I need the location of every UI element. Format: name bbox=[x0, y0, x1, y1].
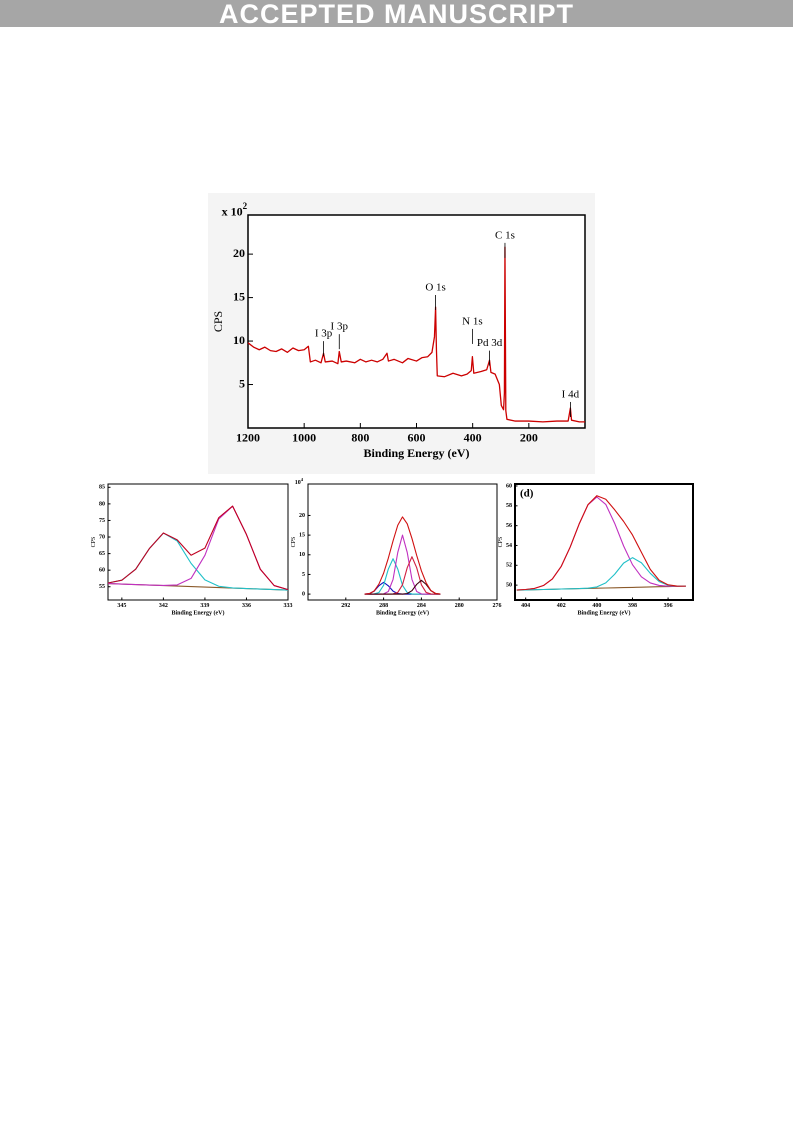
plot-area bbox=[514, 483, 694, 601]
plot-area bbox=[107, 483, 289, 601]
y-tick-label: 56 bbox=[506, 523, 512, 529]
y-tick-label: 58 bbox=[506, 503, 512, 509]
spectrum-line bbox=[364, 516, 441, 595]
x-tick-label: 339 bbox=[200, 603, 209, 609]
x-tick-label: 400 bbox=[464, 431, 482, 445]
peak-label: C 1s bbox=[495, 229, 515, 241]
spectrum-line bbox=[107, 505, 289, 591]
x-tick-label: 400 bbox=[592, 603, 601, 609]
y-tick-label: 15 bbox=[233, 289, 245, 303]
multiplier-base: x 10 bbox=[222, 204, 243, 218]
y-axis-title: CPS bbox=[91, 537, 97, 548]
x-tick-label: 398 bbox=[628, 603, 637, 609]
plot-area bbox=[307, 483, 498, 601]
y-tick-label: 60 bbox=[99, 568, 105, 574]
x-axis-title: Binding Energy (eV) bbox=[577, 610, 630, 617]
x-tick-label: 800 bbox=[351, 431, 369, 445]
x-tick-label: 276 bbox=[493, 603, 502, 609]
y-tick-label: 54 bbox=[506, 543, 512, 549]
x-tick-label: 404 bbox=[521, 603, 530, 609]
spectrum-line bbox=[516, 495, 686, 591]
y-axis-title: CPS bbox=[498, 537, 504, 548]
x-tick-label: 342 bbox=[159, 603, 168, 609]
y-tick-label: 55 bbox=[99, 584, 105, 590]
y-multiplier: 104 bbox=[295, 477, 304, 486]
y-tick-label: 85 bbox=[99, 485, 105, 491]
peak-label: I 3p bbox=[331, 321, 349, 333]
x-tick-label: 333 bbox=[284, 603, 293, 609]
peak-label: N 1s bbox=[462, 315, 482, 327]
plot-area bbox=[247, 214, 586, 429]
y-tick-label: 15 bbox=[299, 532, 305, 538]
y-tick-label: 70 bbox=[99, 534, 105, 540]
y-tick-label: 5 bbox=[302, 572, 305, 578]
x-tick-label: 1000 bbox=[292, 431, 316, 445]
spectrum-line bbox=[247, 246, 585, 423]
y-tick-label: 60 bbox=[506, 483, 512, 489]
banner: ACCEPTED MANUSCRIPT bbox=[0, 0, 793, 29]
x-tick-label: 1200 bbox=[236, 431, 260, 445]
y-tick-label: 52 bbox=[506, 563, 512, 569]
x-tick-label: 345 bbox=[117, 603, 126, 609]
peak-label: O 1s bbox=[425, 282, 445, 294]
y-multiplier: x 102 bbox=[222, 201, 248, 218]
y-tick-label: 65 bbox=[99, 551, 105, 557]
x-tick-label: 600 bbox=[408, 431, 426, 445]
y-tick-label: 75 bbox=[99, 518, 105, 524]
y-tick-label: 20 bbox=[299, 513, 305, 519]
x-axis-title: Binding Energy (eV) bbox=[363, 446, 469, 460]
banner-text: ACCEPTED MANUSCRIPT bbox=[218, 0, 574, 29]
peak-label: I 3p bbox=[315, 328, 333, 340]
y-tick-label: 80 bbox=[99, 501, 105, 507]
y-tick-label: 0 bbox=[302, 591, 305, 597]
x-tick-label: 402 bbox=[557, 603, 566, 609]
peak-label: Pd 3d bbox=[477, 337, 503, 349]
spectrum-line bbox=[364, 579, 441, 595]
y-tick-label: 10 bbox=[233, 333, 245, 347]
x-tick-label: 288 bbox=[379, 603, 388, 609]
panel-label: (d) bbox=[520, 488, 534, 500]
x-tick-label: 396 bbox=[664, 603, 673, 609]
x-tick-label: 292 bbox=[341, 603, 350, 609]
y-tick-label: 50 bbox=[506, 583, 512, 589]
y-tick-label: 10 bbox=[299, 552, 305, 558]
peak-label: I 4d bbox=[562, 388, 580, 400]
x-tick-label: 336 bbox=[242, 603, 251, 609]
multiplier-exponent: 4 bbox=[301, 477, 304, 482]
x-tick-label: 284 bbox=[417, 603, 426, 609]
y-tick-label: 5 bbox=[239, 376, 245, 390]
x-tick-label: 200 bbox=[520, 431, 538, 445]
multiplier-base: 10 bbox=[295, 480, 301, 486]
spectrum-line bbox=[516, 557, 686, 591]
x-tick-label: 280 bbox=[455, 603, 464, 609]
multiplier-exponent: 2 bbox=[243, 201, 248, 211]
x-axis-title: Binding Energy (eV) bbox=[171, 610, 224, 617]
y-axis-title: CPS bbox=[291, 537, 297, 548]
x-axis-title: Binding Energy (eV) bbox=[376, 610, 429, 617]
y-axis-title: CPS bbox=[211, 311, 225, 332]
y-tick-label: 20 bbox=[233, 246, 245, 260]
